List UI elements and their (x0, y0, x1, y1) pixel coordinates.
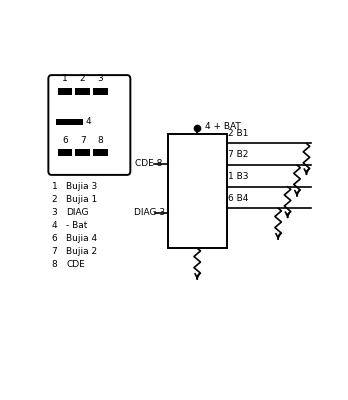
Text: Bujia 4: Bujia 4 (66, 234, 97, 243)
Text: - Bat: - Bat (66, 221, 88, 230)
Bar (56, 118, 82, 125)
Text: 8: 8 (52, 260, 57, 268)
Bar (93, 149, 108, 156)
Bar (58, 88, 72, 94)
Text: 4: 4 (52, 221, 57, 230)
Text: 4 + BAT: 4 + BAT (205, 122, 241, 131)
Text: 1: 1 (52, 182, 57, 191)
Bar (75, 149, 90, 156)
Text: Bujia 2: Bujia 2 (66, 247, 97, 256)
Text: DIAG 3: DIAG 3 (134, 208, 165, 217)
Text: 2: 2 (80, 74, 85, 84)
Text: 1: 1 (62, 74, 68, 84)
Text: CDE: CDE (66, 260, 85, 268)
Text: 8: 8 (97, 136, 103, 145)
Text: 2 B1: 2 B1 (228, 129, 248, 138)
Text: DIAG: DIAG (66, 208, 89, 217)
Text: 2: 2 (52, 195, 57, 204)
Text: 6 B4: 6 B4 (228, 194, 248, 203)
Bar (75, 88, 90, 94)
Text: 3: 3 (52, 208, 57, 217)
Text: 6: 6 (52, 234, 57, 243)
Bar (93, 88, 108, 94)
Text: Bujia 1: Bujia 1 (66, 195, 98, 204)
Text: Bujia 3: Bujia 3 (66, 182, 98, 191)
Text: 3: 3 (97, 74, 103, 84)
Text: 7: 7 (80, 136, 86, 145)
Bar (168, 134, 227, 248)
Text: 4: 4 (85, 118, 91, 126)
Text: 1 B3: 1 B3 (228, 172, 249, 181)
Bar (58, 149, 72, 156)
FancyBboxPatch shape (48, 75, 130, 175)
Text: 7 B2: 7 B2 (228, 150, 248, 160)
Text: CDE 8: CDE 8 (135, 159, 163, 168)
Text: 7: 7 (52, 247, 57, 256)
Text: 6: 6 (62, 136, 68, 145)
